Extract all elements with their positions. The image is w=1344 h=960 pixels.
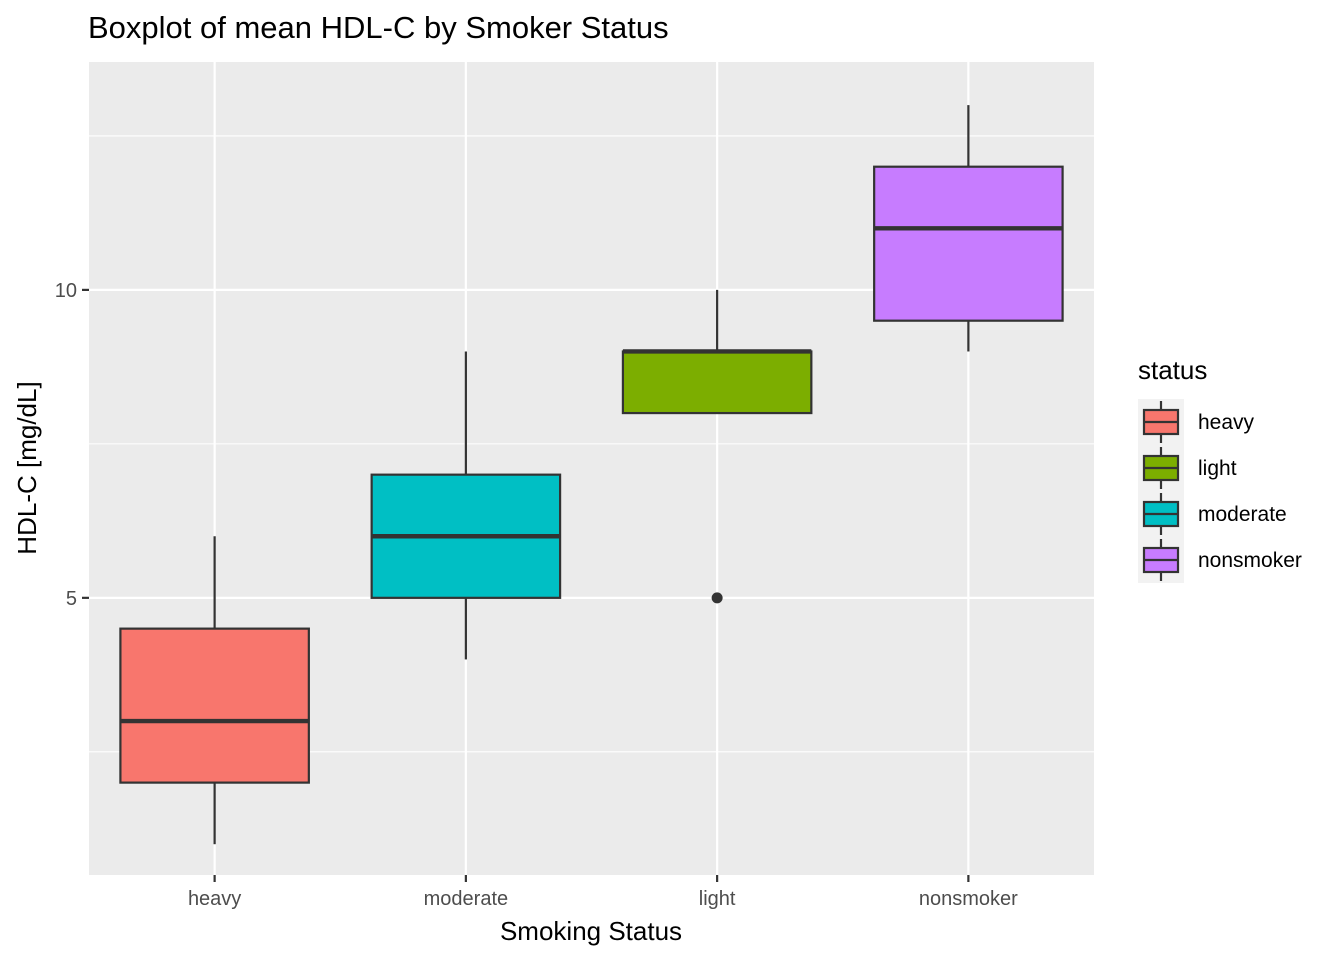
legend-label: moderate — [1198, 503, 1287, 526]
legend-item-nonsmoker: nonsmoker — [1138, 537, 1302, 583]
box-nonsmoker — [873, 105, 1064, 352]
x-tick-label: nonsmoker — [919, 888, 1018, 910]
box-body — [873, 165, 1064, 322]
legend: status heavy light moderate nonsmoker — [1138, 355, 1302, 583]
y-tick-label: 10 — [55, 280, 77, 302]
chart-title: Boxplot of mean HDL-C by Smoker Status — [88, 10, 669, 45]
x-axis-title: Smoking Status — [500, 916, 682, 946]
x-tick-label: heavy — [188, 888, 241, 910]
x-tick-label: moderate — [424, 888, 509, 910]
box-marks — [119, 105, 1064, 845]
box-body — [621, 350, 813, 415]
y-tick-label: 5 — [66, 588, 77, 610]
y-axis-title: HDL-C [mg/dL] — [12, 381, 42, 554]
legend-title: status — [1138, 355, 1207, 385]
box-body — [119, 627, 310, 784]
legend-label: heavy — [1198, 411, 1255, 434]
legend-label: nonsmoker — [1198, 549, 1302, 572]
legend-item-light: light — [1138, 445, 1237, 491]
box-heavy — [119, 536, 310, 845]
box-light — [621, 289, 813, 604]
axis-ticks: 5 10 heavy moderate light nonsmoker — [55, 280, 1018, 910]
box-moderate — [370, 351, 562, 660]
x-tick-label: light — [699, 888, 736, 910]
outlier-point — [711, 592, 723, 604]
legend-item-heavy: heavy — [1138, 399, 1255, 445]
legend-item-moderate: moderate — [1138, 491, 1287, 537]
legend-label: light — [1198, 457, 1237, 480]
